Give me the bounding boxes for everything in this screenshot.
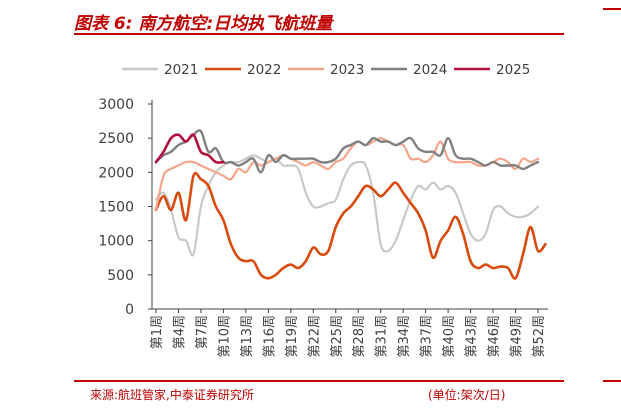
series-line-2021 <box>154 154 540 257</box>
top-rule <box>74 33 564 35</box>
series-line-2024 <box>154 129 540 174</box>
legend-label-2021: 2021 <box>164 62 198 78</box>
y-axis: 0 500 1000 1500 2000 2500 3000 <box>98 97 153 318</box>
x-tick-label: 第19周 <box>285 315 300 358</box>
x-tick-label: 第52周 <box>532 315 547 358</box>
chart-title: 图表 6: 南方航空:日均执飞航班量 <box>74 14 333 34</box>
chart-legend: 2021 2022 2023 2024 2025 <box>122 62 530 78</box>
x-tick-label: 第37周 <box>420 315 435 358</box>
y-tick-label: 2000 <box>98 165 134 181</box>
y-tick-label: 1500 <box>98 200 134 216</box>
x-tick-label: 第4周 <box>172 315 187 349</box>
y-tick-label: 500 <box>107 268 134 284</box>
x-tick-label: 第49周 <box>510 315 525 358</box>
chart-lines <box>154 129 547 280</box>
legend-label-2022: 2022 <box>247 62 281 78</box>
series-line-2025 <box>154 133 225 164</box>
x-tick-label: 第43周 <box>465 315 480 358</box>
bottom-rule <box>74 380 564 382</box>
unit-note: (单位:架次/日) <box>428 388 506 402</box>
series-line-2023 <box>154 137 540 211</box>
x-axis: 第1周 第4周 第7周 第10周 第13周 第16周 第19周 第22周 第25周 第28周 第31… <box>150 308 548 358</box>
x-tick-label: 第13周 <box>240 315 255 358</box>
x-tick-label: 第25周 <box>330 315 345 358</box>
x-tick-label: 第46周 <box>487 315 502 358</box>
x-tick-label: 第22周 <box>307 315 322 358</box>
legend-label-2023: 2023 <box>330 62 364 78</box>
y-tick-label: 0 <box>125 302 134 318</box>
x-tick-label: 第7周 <box>195 315 210 349</box>
series-line-2022 <box>154 171 547 280</box>
y-tick-label: 1000 <box>98 234 134 250</box>
x-tick-label: 第31周 <box>375 315 390 358</box>
x-tick-label: 第10周 <box>217 315 232 358</box>
x-tick-label: 第28周 <box>352 315 367 358</box>
legend-label-2025: 2025 <box>496 62 530 78</box>
top-rule-right-fragment <box>603 8 621 10</box>
y-tick-label: 3000 <box>98 97 134 113</box>
x-tick-label: 第1周 <box>150 315 165 349</box>
y-tick-label: 2500 <box>98 131 134 147</box>
source-note: 来源:航班管家,中泰证券研究所 <box>90 388 254 402</box>
legend-label-2024: 2024 <box>413 62 447 78</box>
bottom-rule-right-fragment <box>603 380 621 382</box>
x-tick-label: 第40周 <box>442 315 457 358</box>
x-tick-label: 第16周 <box>262 315 277 358</box>
x-tick-label: 第34周 <box>397 315 412 358</box>
